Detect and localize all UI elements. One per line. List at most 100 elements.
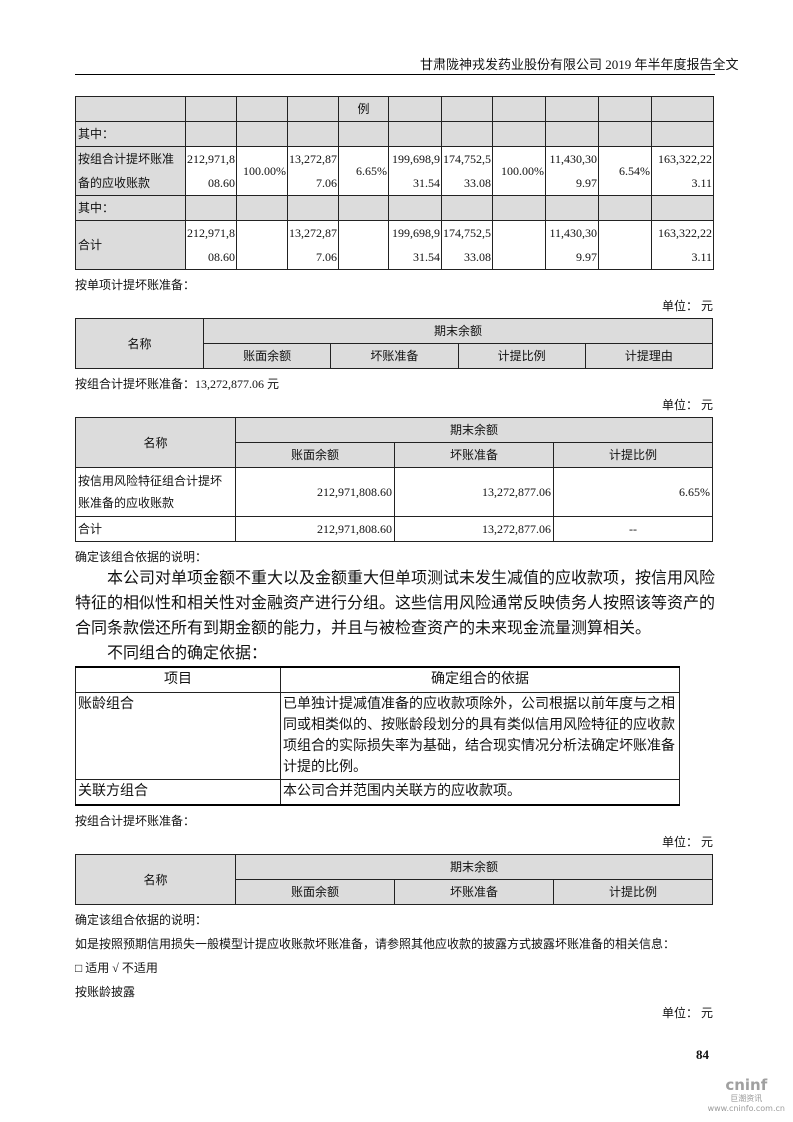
- cell: [492, 220, 546, 270]
- basis-note: 确定该组合依据的说明：: [75, 550, 208, 564]
- cell: [651, 121, 714, 147]
- cell: 163,322,223.11: [651, 220, 714, 270]
- col-group: 期末余额: [235, 417, 713, 443]
- combo-title-2: 按组合计提坏账准备：: [75, 814, 196, 828]
- allowance-table-continued: 例其中： 按组合计提坏账准备的应收账款 212,971,808.60 100.00% 1…: [75, 96, 714, 270]
- cell: [185, 195, 237, 221]
- logo-cn: 巨潮资讯: [730, 1094, 763, 1103]
- single-item-table: 名称 期末余额 账面余额 坏账准备 计提比例 计提理由: [75, 318, 714, 369]
- cell: 13,272,877.06: [287, 220, 339, 270]
- ecl-note: 如是按照预期信用损失一般模型计提应收账款坏账准备，请参照其他应收款的披露方式披露…: [75, 937, 676, 951]
- cell: 199,698,931.54: [388, 146, 442, 196]
- cell: 6.65%: [553, 467, 713, 517]
- row-label: 关联方组合: [75, 779, 281, 806]
- aging-title: 按账龄披露: [75, 985, 136, 999]
- diff-title: 不同组合的确定依据：: [107, 645, 268, 662]
- not-applicable-label: 不适用: [121, 961, 158, 975]
- table-row: 其中：: [75, 121, 714, 147]
- page-number: 84: [696, 1047, 709, 1062]
- row-label: 账龄组合: [75, 692, 281, 780]
- table-row: 关联方组合 本公司合并范围内关联方的应收款项。: [75, 779, 680, 806]
- col-header: 计提理由: [584, 343, 714, 369]
- cell: 13,272,877.06: [394, 516, 554, 542]
- cell: 212,971,808.60: [235, 467, 395, 517]
- col-group: 期末余额: [203, 318, 713, 344]
- combo-title: 按组合计提坏账准备：13,272,877.06 元: [75, 377, 280, 391]
- cell: [338, 220, 389, 270]
- cell: 已单独计提减值准备的应收款项除外，公司根据以前年度与之相同或相类似的、按账龄段划…: [280, 692, 680, 780]
- cell: [492, 195, 546, 221]
- col-name: 名称: [75, 318, 204, 369]
- cell: [236, 220, 288, 270]
- combo-table: 名称 期末余额 账面余额 坏账准备 计提比例 按信用风险特征组合计提坏账准备的应收账款…: [75, 417, 713, 542]
- table-row: 账龄组合 已单独计提减值准备的应收款项除外，公司根据以前年度与之相同或相类似的、按…: [75, 692, 680, 780]
- cell: [236, 121, 288, 147]
- table-row: 合计 212,971,808.60 13,272,877.06 --: [75, 516, 713, 542]
- header-divider: [75, 74, 715, 75]
- cell: 11,430,309.97: [545, 146, 599, 196]
- cell: [651, 96, 714, 122]
- cell: [598, 220, 652, 270]
- cell: 212,971,808.60: [185, 220, 237, 270]
- cell: [388, 96, 442, 122]
- cell: [492, 121, 546, 147]
- cell: [545, 195, 599, 221]
- col-header: 账面余额: [202, 343, 332, 369]
- cell: 174,752,533.08: [441, 146, 493, 196]
- header-cell: 例: [338, 96, 389, 122]
- cell: [441, 195, 493, 221]
- col-header: 坏账准备: [330, 343, 459, 369]
- basis-note-2: 确定该组合依据的说明：: [75, 913, 208, 927]
- col-name: 名称: [75, 854, 236, 905]
- cell: 174,752,533.08: [441, 220, 493, 270]
- cell: [185, 96, 237, 122]
- cell: 本公司合并范围内关联方的应收款项。: [280, 779, 680, 806]
- applicable-label: 适用: [85, 961, 110, 975]
- col-group: 期末余额: [235, 854, 713, 880]
- cell: [287, 121, 339, 147]
- cell: [287, 195, 339, 221]
- col-header: 确定组合的依据: [280, 666, 680, 693]
- page-spacer: [75, 1025, 715, 1047]
- cell: [545, 121, 599, 147]
- checkbox-unchecked-icon: □: [75, 961, 83, 975]
- table-row: 例: [75, 96, 714, 122]
- col-header: 计提比例: [553, 879, 713, 905]
- col-name: 名称: [75, 417, 236, 468]
- combo-table-2: 名称 期末余额 账面余额 坏账准备 计提比例: [75, 854, 713, 905]
- col-header: 坏账准备: [394, 879, 554, 905]
- col-header: 项目: [75, 666, 281, 693]
- cell: 100.00%: [492, 146, 546, 196]
- single-item-title: 按单项计提坏账准备：: [75, 278, 196, 292]
- row-label: 按组合计提坏账准备的应收账款: [75, 146, 186, 196]
- col-header: 计提比例: [553, 442, 713, 468]
- cell: [388, 121, 442, 147]
- cell: [441, 96, 493, 122]
- cell: [598, 121, 652, 147]
- unit-label: 单位： 元: [661, 299, 713, 313]
- cell: [185, 121, 237, 147]
- applicability: □ 适用 √ 不适用: [75, 959, 715, 977]
- cell: 212,971,808.60: [235, 516, 395, 542]
- cell: 13,272,877.06: [287, 146, 339, 196]
- row-label: 其中：: [75, 195, 186, 221]
- table-row: 按组合计提坏账准备的应收账款 212,971,808.60 100.00% 13,27…: [75, 146, 714, 196]
- cell: [598, 96, 652, 122]
- table-row: 按信用风险特征组合计提坏账准备的应收账款 212,971,808.60 13,272…: [75, 467, 713, 517]
- cell: 6.54%: [598, 146, 652, 196]
- cell: [651, 195, 714, 221]
- cell: [545, 96, 599, 122]
- cell: 212,971,808.60: [185, 146, 237, 196]
- col-header: 计提比例: [457, 343, 586, 369]
- cell: [492, 96, 546, 122]
- row-label: 按信用风险特征组合计提坏账准备的应收账款: [75, 467, 236, 517]
- combo-basis-table: 项目 确定组合的依据 账龄组合 已单独计提减值准备的应收款项除外，公司根据以前年度与…: [75, 666, 680, 806]
- cell: 163,322,223.11: [651, 146, 714, 196]
- cell: 11,430,309.97: [545, 220, 599, 270]
- cell: [75, 96, 186, 122]
- cell: 13,272,877.06: [394, 467, 554, 517]
- cell: [236, 96, 288, 122]
- unit-label: 单位： 元: [661, 398, 713, 412]
- row-label: 其中：: [75, 121, 186, 147]
